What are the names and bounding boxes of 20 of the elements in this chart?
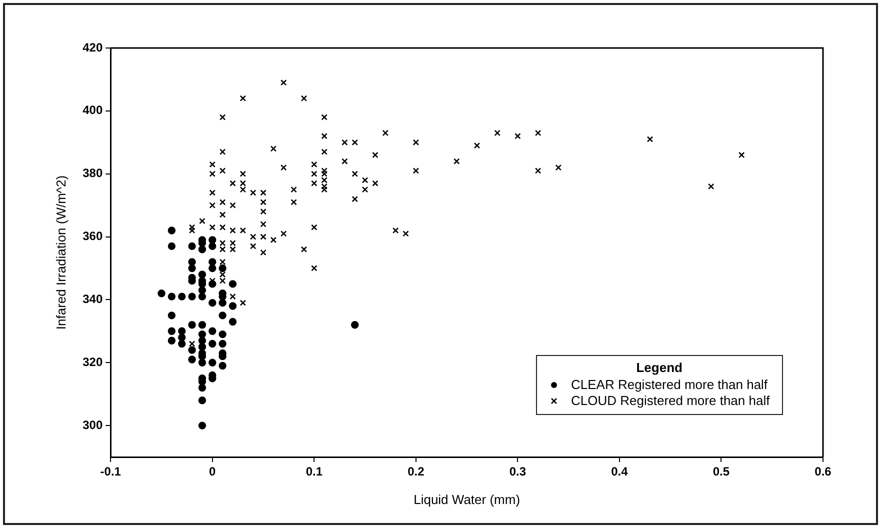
y-tick-label: 300 (82, 418, 103, 432)
y-axis-title: Infared Irradiation (W/m^2) (53, 175, 68, 330)
x-tick-label: 0.2 (408, 464, 425, 479)
y-tick-label: 340 (82, 292, 103, 306)
y-tick-label: 320 (82, 354, 103, 369)
x-tick-label: 0.1 (306, 464, 323, 479)
legend-label: CLOUD Registered more than half (571, 393, 770, 409)
x-tick-label: 0.6 (814, 464, 832, 479)
x-tick-label: 0.3 (509, 464, 526, 479)
y-tick-label: 400 (82, 103, 103, 118)
x-tick-label: 0 (209, 464, 216, 479)
y-tick-label: 420 (82, 40, 103, 54)
x-tick-label: -0.1 (100, 464, 122, 479)
x-axis-title: Liquid Water (mm) (414, 492, 520, 507)
y-tick-label: 380 (82, 166, 103, 180)
y-tick-label: 360 (82, 229, 103, 244)
legend-title: Legend (635, 360, 684, 375)
legend-label: CLEAR Registered more than half (571, 377, 768, 393)
x-tick-label: 0.5 (712, 464, 730, 479)
x-tick-label: 0.4 (611, 464, 628, 479)
